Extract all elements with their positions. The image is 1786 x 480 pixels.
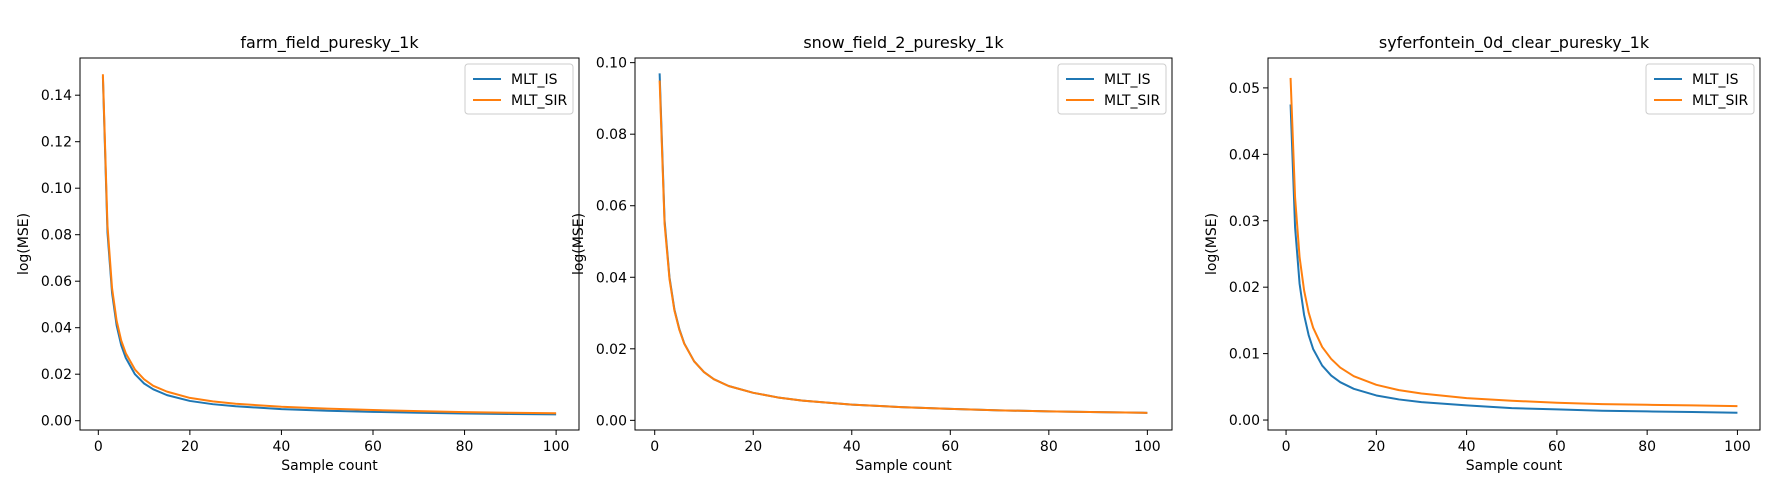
y-tick-label: 0.06: [41, 274, 72, 290]
legend-label: MLT_SIR: [511, 93, 568, 109]
x-tick-label: 80: [1040, 439, 1058, 455]
x-tick-label: 0: [1282, 439, 1291, 455]
legend-label: MLT_SIR: [1104, 93, 1161, 109]
x-tick-label: 0: [650, 439, 659, 455]
x-tick-label: 40: [1458, 439, 1476, 455]
legend: MLT_IS MLT_SIR: [464, 63, 574, 115]
x-tick-label: 80: [1638, 439, 1656, 455]
y-tick-label: 0.10: [41, 181, 72, 197]
chart-title: farm_field_puresky_1k: [240, 33, 419, 53]
x-tick-label: 60: [364, 439, 382, 455]
x-tick-label: 100: [543, 439, 570, 455]
legend-label: MLT_IS: [511, 72, 558, 88]
series-line-mlt-is: [658, 73, 1148, 414]
legend: MLT_IS MLT_SIR: [1645, 63, 1755, 115]
x-tick-label: 20: [744, 439, 762, 455]
legend-label: MLT_SIR: [1692, 93, 1749, 109]
y-tick-label: 0.06: [596, 199, 627, 215]
chart-panel-1: 0 20 40 60 80 100 0.00 0.02 0.04 0.06 0.08 0.10 0.12…: [16, 33, 580, 474]
plot-frame: [79, 57, 580, 431]
y-tick-label: 0.05: [1229, 81, 1260, 97]
y-axis-label: log(MSE): [1204, 213, 1220, 275]
x-tick-label: 100: [1134, 439, 1161, 455]
chart-panel-3: 0 20 40 60 80 100 0.00 0.01 0.02 0.03 0.04 0.05 syfe…: [1204, 33, 1761, 474]
x-tick-label: 60: [941, 439, 959, 455]
y-tick-label: 0.02: [41, 367, 72, 383]
legend-label: MLT_IS: [1692, 72, 1739, 88]
y-tick-label: 0.10: [596, 56, 627, 72]
y-tick-label: 0.02: [596, 342, 627, 358]
y-tick-label: 0.03: [1229, 214, 1260, 230]
x-axis-label: Sample count: [1466, 458, 1563, 474]
plot-frame: [634, 57, 1173, 431]
x-tick-label: 0: [94, 439, 103, 455]
series-line-mlt-sir: [658, 80, 1148, 414]
y-axis-label: log(MSE): [571, 213, 587, 275]
x-axis-label: Sample count: [855, 458, 952, 474]
y-tick-label: 0.01: [1229, 347, 1260, 363]
legend: MLT_IS MLT_SIR: [1057, 63, 1167, 115]
legend-box: [1645, 63, 1755, 115]
legend-box: [464, 63, 574, 115]
chart-title: snow_field_2_puresky_1k: [803, 33, 1004, 53]
chart-title: syferfontein_0d_clear_puresky_1k: [1379, 33, 1650, 53]
x-tick-label: 60: [1548, 439, 1566, 455]
y-tick-label: 0.12: [41, 135, 72, 151]
x-tick-label: 80: [456, 439, 474, 455]
series-line-mlt-sir: [101, 74, 557, 415]
x-tick-label: 20: [1367, 439, 1385, 455]
x-tick-label: 100: [1724, 439, 1751, 455]
series-line-mlt-sir: [1289, 77, 1738, 408]
x-tick-label: 20: [181, 439, 199, 455]
legend-label: MLT_IS: [1104, 72, 1151, 88]
chart-panel-2: 0 20 40 60 80 100 0.00 0.02 0.04 0.06 0.08 0.10 snow…: [571, 33, 1173, 474]
series-line-mlt-is: [101, 76, 557, 416]
y-tick-label: 0.08: [596, 127, 627, 143]
legend-box: [1057, 63, 1167, 115]
y-tick-label: 0.00: [1229, 413, 1260, 429]
y-tick-label: 0.02: [1229, 280, 1260, 296]
series-line-mlt-is: [1289, 104, 1738, 414]
y-tick-label: 0.14: [41, 88, 72, 104]
y-tick-label: 0.00: [596, 413, 627, 429]
y-tick-label: 0.04: [1229, 147, 1260, 163]
x-tick-label: 40: [273, 439, 291, 455]
y-axis-label: log(MSE): [16, 213, 32, 275]
y-tick-label: 0.08: [41, 228, 72, 244]
y-tick-label: 0.00: [41, 414, 72, 430]
y-tick-label: 0.04: [596, 270, 627, 286]
x-axis-label: Sample count: [281, 458, 378, 474]
x-tick-label: 40: [843, 439, 861, 455]
plot-frame: [1267, 57, 1761, 431]
y-tick-label: 0.04: [41, 321, 72, 337]
